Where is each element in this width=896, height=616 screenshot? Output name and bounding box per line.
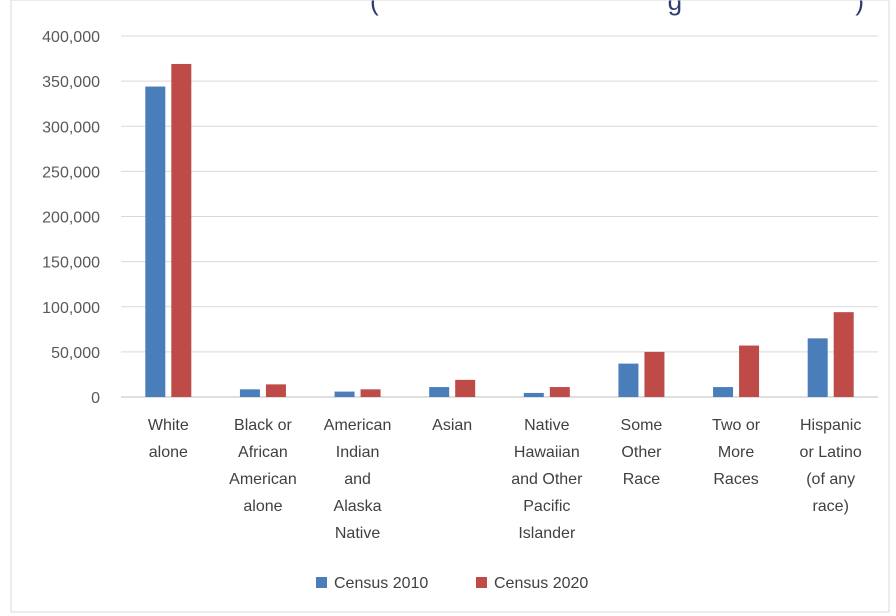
category-label: Two or More Races bbox=[712, 417, 761, 488]
category-label: American Indian and Alaska Native bbox=[324, 417, 392, 542]
bar-census-2010 bbox=[145, 86, 166, 397]
legend-swatch bbox=[476, 577, 487, 588]
bar-census-2020 bbox=[644, 351, 665, 397]
x-axis-category-labels: White alone Black or African American alone Am… bbox=[148, 417, 862, 542]
y-tick-label: 200,000 bbox=[42, 210, 100, 227]
category-label: Black or African American alone bbox=[229, 417, 297, 515]
legend: Census 2010 Census 2020 bbox=[316, 575, 588, 592]
legend-label: Census 2010 bbox=[334, 575, 428, 592]
legend-label: Census 2020 bbox=[494, 575, 588, 592]
category-label: Hispanic or Latino (of any race) bbox=[800, 417, 862, 515]
bar-census-2020 bbox=[739, 345, 760, 397]
category-label: White alone bbox=[148, 417, 189, 461]
y-tick-label: 350,000 bbox=[42, 74, 100, 91]
category-label: Native Hawaiian and Other Pacific Islander bbox=[511, 417, 583, 542]
bar-census-2020 bbox=[171, 63, 192, 397]
bar-census-2010 bbox=[523, 392, 544, 397]
bar-census-2020 bbox=[360, 389, 381, 397]
bar-census-2010 bbox=[618, 363, 639, 397]
y-tick-label: 400,000 bbox=[42, 29, 100, 46]
bar-census-2010 bbox=[334, 391, 355, 397]
bar-census-2020 bbox=[265, 384, 286, 397]
chart-frame bbox=[10, 0, 890, 613]
bar-census-2020 bbox=[455, 379, 476, 397]
bar-census-2010 bbox=[239, 389, 260, 397]
legend-swatch bbox=[316, 577, 327, 588]
y-axis-tick-labels: 0 50,000 100,000 150,000 200,000 250,000 300,0… bbox=[42, 29, 100, 407]
bar-census-2010 bbox=[807, 338, 828, 397]
y-tick-label: 100,000 bbox=[42, 300, 100, 317]
category-label: Asian bbox=[432, 417, 472, 434]
y-tick-label: 150,000 bbox=[42, 255, 100, 272]
bar-census-2010 bbox=[429, 387, 450, 397]
y-tick-label: 50,000 bbox=[51, 345, 100, 362]
y-tick-label: 0 bbox=[91, 390, 100, 407]
y-tick-label: 300,000 bbox=[42, 119, 100, 136]
category-label: Some Other Race bbox=[621, 417, 663, 488]
chart-title: ( g ) bbox=[370, 0, 864, 16]
bar-census-2020 bbox=[549, 387, 570, 397]
gridlines bbox=[121, 35, 878, 398]
y-tick-label: 250,000 bbox=[42, 164, 100, 181]
bars bbox=[145, 63, 854, 397]
bar-census-2010 bbox=[713, 387, 734, 397]
bar-census-2020 bbox=[833, 312, 854, 397]
